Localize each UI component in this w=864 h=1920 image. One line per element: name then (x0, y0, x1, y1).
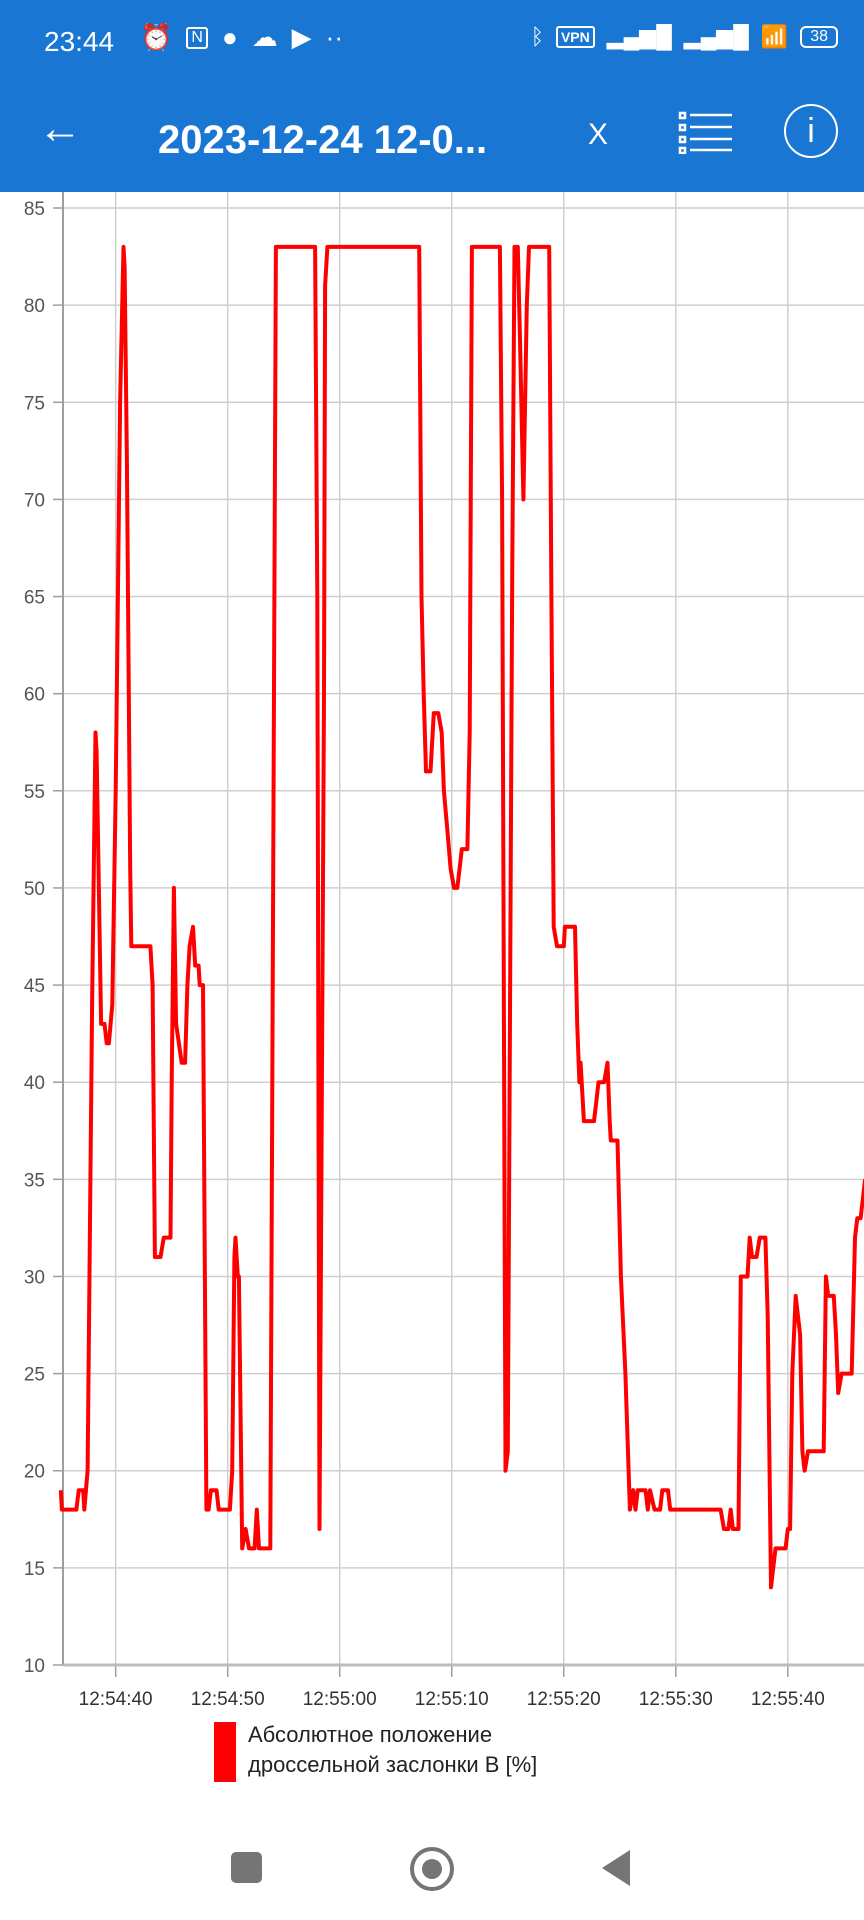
vpn-badge: VPN (555, 26, 595, 48)
more-dots-icon: ·· (325, 22, 343, 52)
wifi-icon: 📶 (760, 24, 789, 49)
circle-icon: ● (221, 22, 238, 52)
youtube-icon: ▶ (291, 22, 312, 52)
back-triangle-icon[interactable] (602, 1850, 630, 1886)
y-tick-label: 60 (24, 685, 45, 706)
back-arrow-icon[interactable]: ← (38, 104, 82, 153)
y-tick-label: 50 (24, 879, 45, 900)
list-icon[interactable] (678, 110, 734, 154)
legend-line-2: дроссельной заслонки В [%] (248, 1752, 538, 1777)
bluetooth-icon: ᛒ (530, 24, 544, 49)
y-tick-label: 20 (24, 1462, 45, 1483)
y-tick-label: 35 (24, 1170, 45, 1191)
legend-line-1: Абсолютное положение (248, 1722, 493, 1747)
y-tick-label: 45 (24, 976, 45, 997)
x-tick-label: 12:55:10 (415, 1689, 489, 1710)
y-tick-label: 80 (24, 296, 45, 317)
y-tick-label: 75 (24, 393, 45, 414)
signal-icon-2: ▂▄▆█ (683, 24, 749, 49)
line-chart: 10 15 20 25 30 35 40 45 50 55 60 65 70 75 80 85 12:54:40… (24, 192, 864, 1710)
series-line (58, 244, 864, 1590)
navigation-bar (0, 1840, 864, 1900)
x-tick-label: 12:55:40 (751, 1689, 825, 1710)
legend-swatch (214, 1722, 236, 1782)
y-tick-label: 70 (24, 490, 45, 511)
x-tick-label: 12:55:00 (303, 1689, 377, 1710)
x-tick-label: 12:54:50 (191, 1689, 265, 1710)
legend: Абсолютное положение дроссельной заслонк… (214, 1722, 537, 1782)
home-circle-icon[interactable] (410, 1847, 454, 1891)
system-icons: ᛒ VPN ▂▄▆█ ▂▄▆█ 📶 38 (531, 24, 838, 50)
legend-label: Абсолютное положение дроссельной заслонк… (248, 1720, 537, 1782)
recents-square-icon[interactable] (231, 1852, 262, 1883)
x-axis-button[interactable]: X (588, 118, 609, 151)
app-bar: 23:44 ⏰ N ● ☁ ▶ ·· ᛒ VPN ▂▄▆█ ▂▄▆█ 📶 38 … (0, 0, 864, 192)
nfc-icon: N (186, 26, 208, 49)
y-tick-label: 10 (24, 1656, 45, 1677)
x-tick-label: 12:54:40 (79, 1689, 153, 1710)
notification-icons: ⏰ N ● ☁ ▶ ·· (140, 22, 343, 53)
signal-icon: ▂▄▆█ (606, 24, 672, 49)
battery-indicator: 38 (800, 26, 838, 48)
y-tick-label: 30 (24, 1267, 45, 1288)
x-tick-label: 12:55:30 (639, 1689, 713, 1710)
y-tick-label: 55 (24, 782, 45, 803)
page-title: 2023-12-24 12-0... (158, 118, 488, 162)
y-tick-label: 85 (24, 199, 45, 220)
y-tick-label: 25 (24, 1365, 45, 1386)
x-tick-label: 12:55:20 (527, 1689, 601, 1710)
info-icon[interactable]: i (784, 104, 838, 158)
y-tick-label: 40 (24, 1073, 45, 1094)
status-time: 23:44 (44, 26, 115, 57)
y-tick-label: 15 (24, 1559, 45, 1580)
y-tick-label: 65 (24, 588, 45, 609)
alarm-icon: ⏰ (140, 22, 173, 52)
cloud-icon: ☁ (251, 22, 278, 52)
